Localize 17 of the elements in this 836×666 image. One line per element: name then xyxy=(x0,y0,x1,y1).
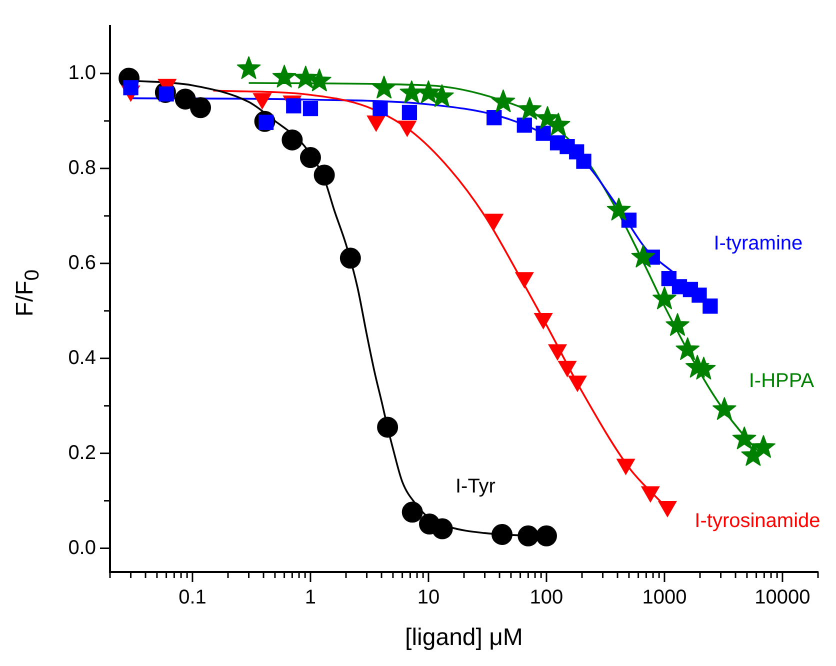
y-tick-label: 0.6 xyxy=(68,252,96,274)
series-label: I-Tyr xyxy=(455,475,496,498)
series-label: I-tyrosinamide xyxy=(694,510,820,532)
series-label: I-HPPA xyxy=(748,370,815,392)
x-tick-label: 10000 xyxy=(754,586,810,609)
y-tick-label: 1.0 xyxy=(68,62,96,84)
x-tick-label: 100 xyxy=(530,586,564,609)
y-tick-label: 0.8 xyxy=(68,156,96,179)
x-tick-label: 1000 xyxy=(642,586,687,609)
y-tick-label: 0.2 xyxy=(68,442,96,464)
series-label: I-tyramine xyxy=(714,232,803,255)
x-tick-label: 1 xyxy=(304,586,316,609)
x-tick-label: 0.1 xyxy=(178,586,206,609)
y-tick-label: 0.4 xyxy=(68,346,96,369)
x-tick-label: 10 xyxy=(417,586,440,609)
y-tick-label: 0.0 xyxy=(68,536,96,559)
x-axis-title: [ligand] μM xyxy=(404,624,524,652)
